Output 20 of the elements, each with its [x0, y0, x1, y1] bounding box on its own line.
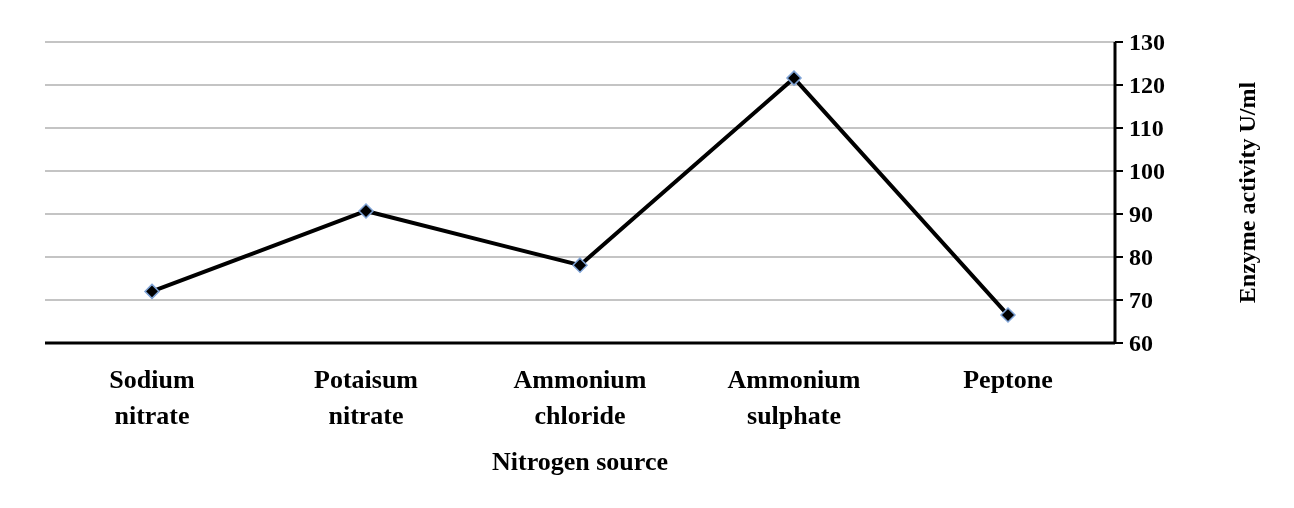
y-tick-label: 60	[1129, 330, 1153, 357]
x-tick-label: Ammonium sulphate	[727, 365, 861, 430]
y-tick-label: 70	[1129, 287, 1153, 314]
x-tick-label: Potaisum nitrate	[314, 365, 419, 430]
x-axis-title: Nitrogen source	[492, 447, 668, 476]
y-tick-label: 110	[1129, 115, 1164, 142]
y-axis-title: Enzyme activity U/ml	[1234, 81, 1260, 304]
y-tick-label: 130	[1129, 29, 1165, 56]
x-tick-label: Ammonium chloride	[513, 365, 647, 430]
x-tick-label: Sodium nitrate	[109, 365, 195, 430]
point	[786, 70, 802, 86]
point	[1000, 307, 1016, 323]
point	[358, 203, 374, 219]
point	[144, 283, 160, 300]
y-tick-label: 90	[1129, 201, 1153, 228]
y-tick-label: 120	[1129, 72, 1165, 99]
point	[572, 257, 588, 273]
x-tick-label: Peptone	[963, 365, 1053, 394]
y-tick-label: 80	[1129, 244, 1153, 271]
y-tick-label: 100	[1129, 158, 1165, 185]
